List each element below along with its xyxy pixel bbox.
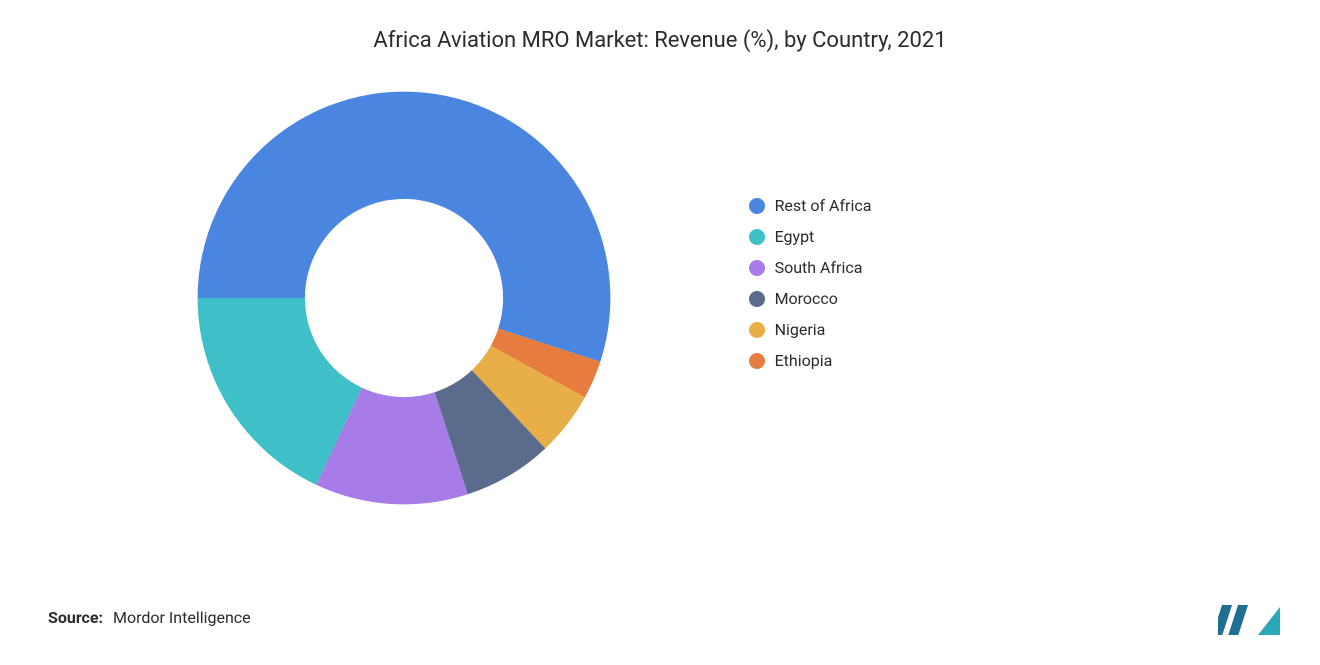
legend-label: Morocco [775, 289, 838, 308]
legend-item: Rest of Africa [749, 196, 872, 215]
legend-label: Egypt [775, 227, 815, 246]
brand-logo [1218, 599, 1282, 639]
legend-swatch [749, 198, 765, 214]
legend-swatch [749, 291, 765, 307]
legend-label: South Africa [775, 258, 863, 277]
legend-label: Nigeria [775, 320, 826, 339]
legend-item: South Africa [749, 258, 872, 277]
legend-item: Ethiopia [749, 351, 872, 370]
legend-swatch [749, 322, 765, 338]
source-label: Source: [48, 608, 103, 627]
legend-swatch [749, 229, 765, 245]
legend-swatch [749, 353, 765, 369]
legend-item: Nigeria [749, 320, 872, 339]
source-line: Source: Mordor Intelligence [48, 608, 251, 627]
donut-chart [189, 83, 619, 513]
legend: Rest of Africa Egypt South Africa Morocco Ni… [749, 196, 872, 370]
legend-label: Rest of Africa [775, 196, 872, 215]
chart-area: Rest of Africa Egypt South Africa Morocco Ni… [0, 83, 1320, 513]
legend-swatch [749, 260, 765, 276]
chart-title: Africa Aviation MRO Market: Revenue (%),… [0, 0, 1320, 53]
legend-item: Morocco [749, 289, 872, 308]
legend-item: Egypt [749, 227, 872, 246]
legend-label: Ethiopia [775, 351, 833, 370]
source-text: Mordor Intelligence [113, 608, 251, 627]
